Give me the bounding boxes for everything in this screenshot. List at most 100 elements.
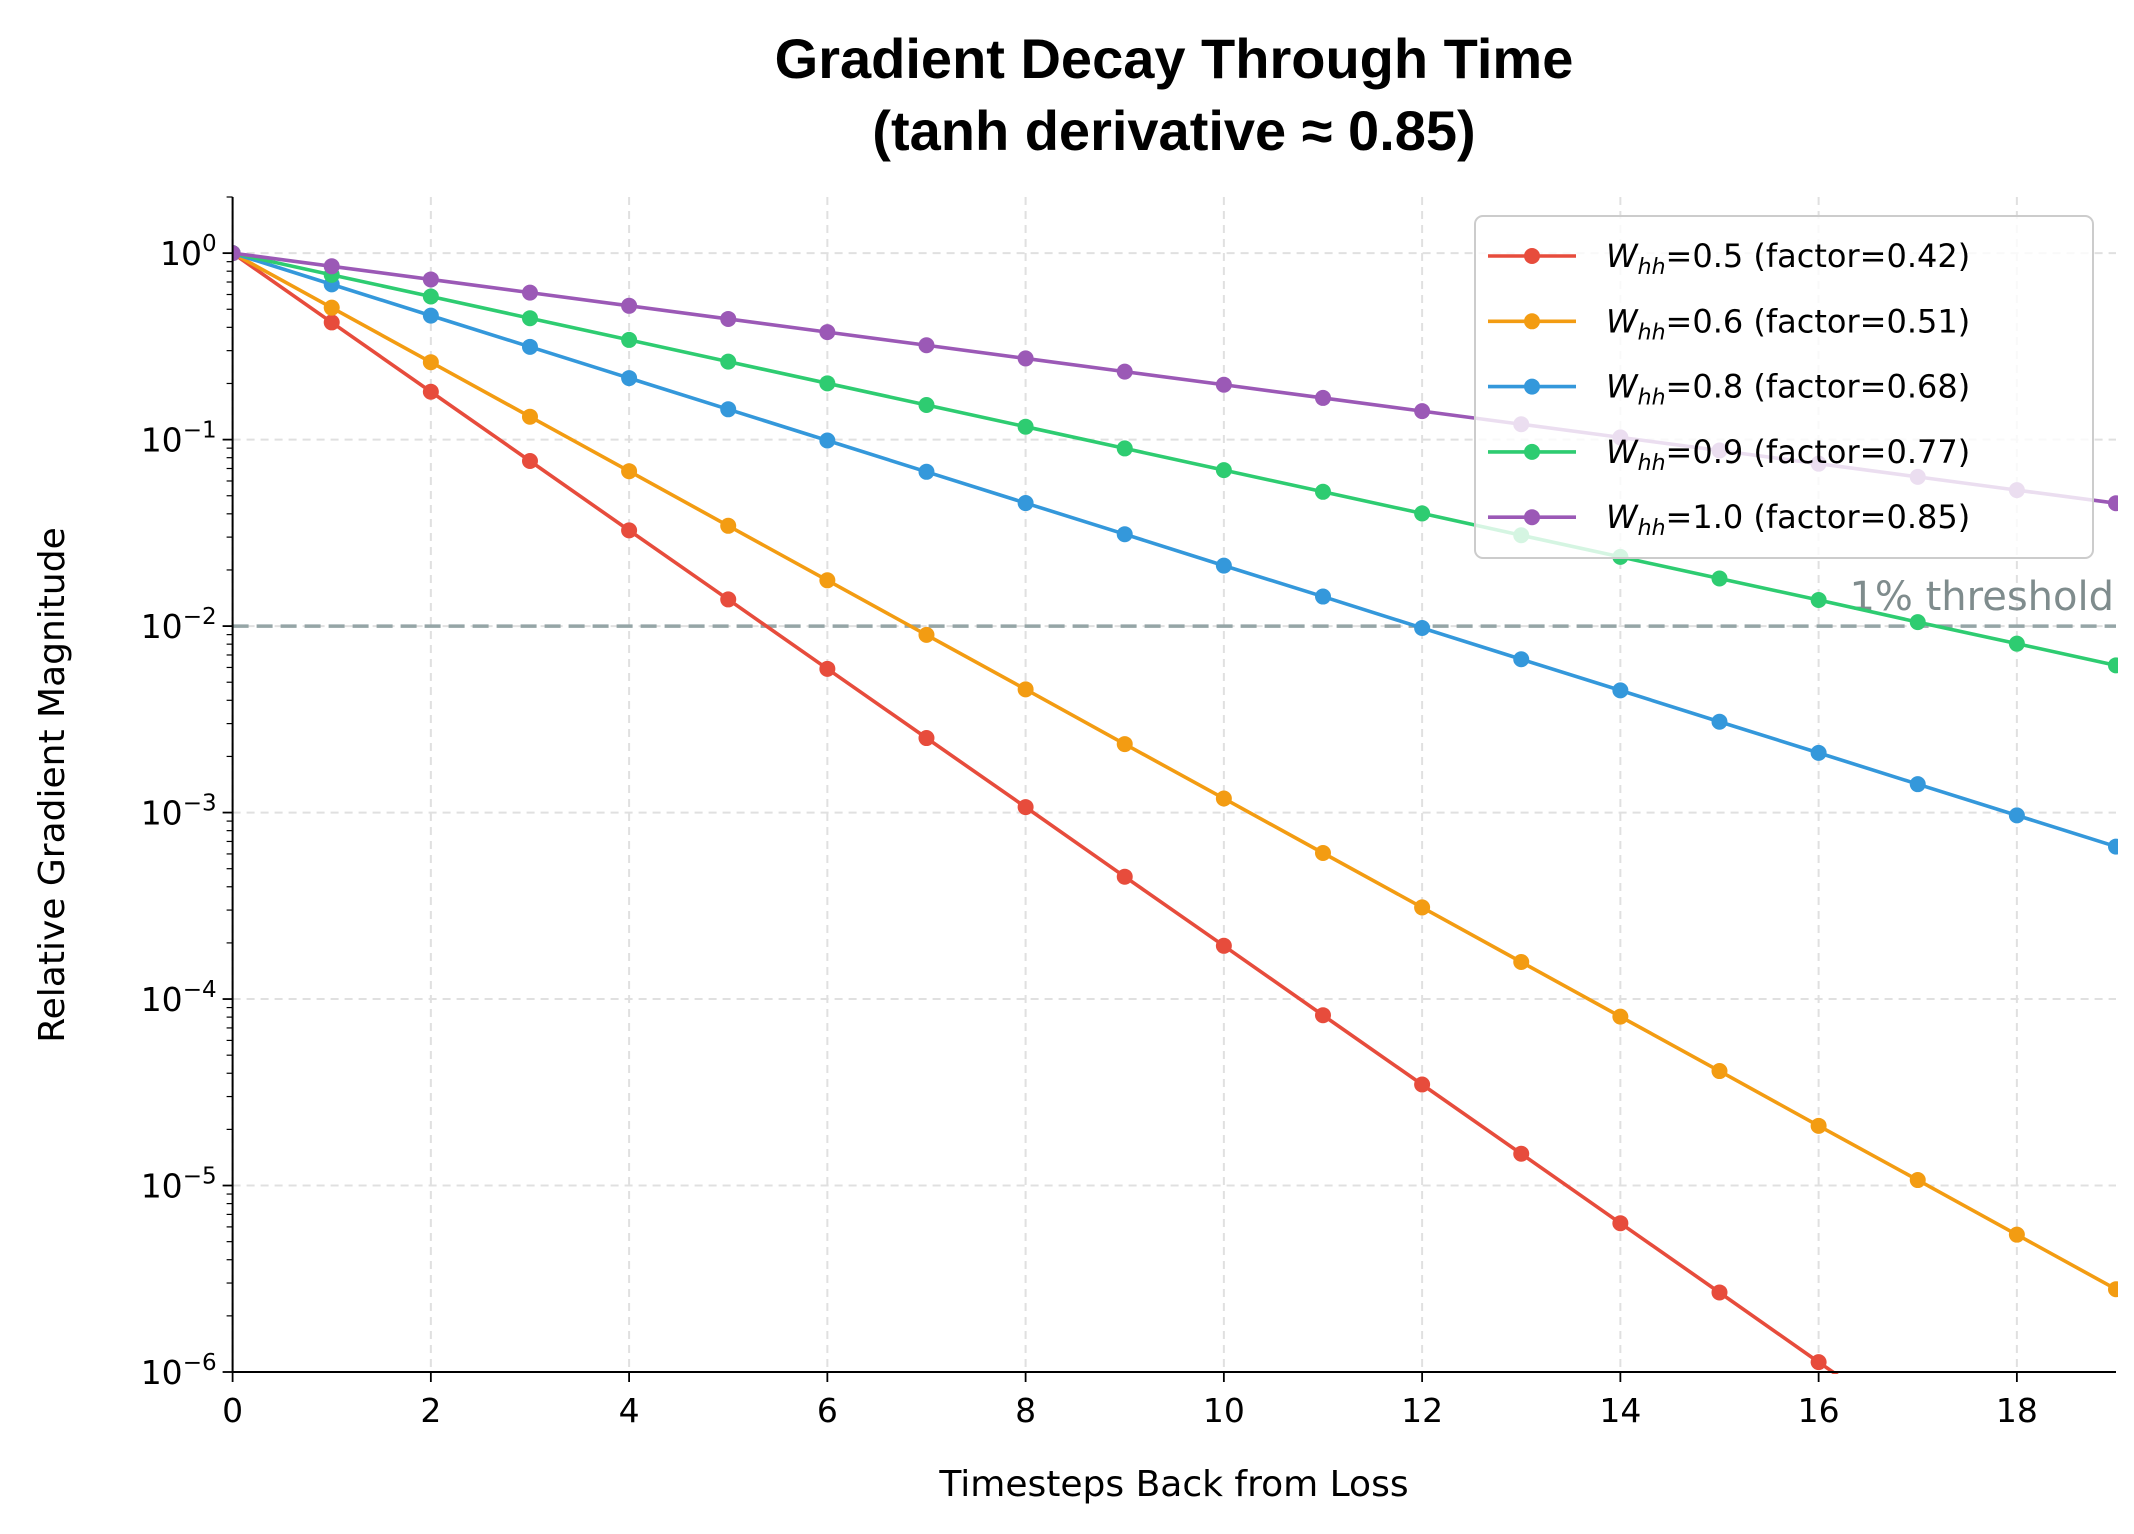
data-point xyxy=(1314,483,1331,500)
series-layer xyxy=(232,245,2118,1508)
series-line xyxy=(232,251,2117,1291)
data-point xyxy=(1017,495,1034,512)
data-point xyxy=(2008,1226,2025,1243)
data-point xyxy=(521,452,538,469)
data-point xyxy=(1909,614,1926,631)
legend-entry: Whh=0.6 (factor=0.51) xyxy=(1488,302,1970,345)
x-tick-label: 12 xyxy=(1401,1391,1443,1430)
chart-title: Gradient Decay Through Time xyxy=(775,27,1574,90)
legend-label: Whh=0.5 (factor=0.42) xyxy=(1606,237,1970,280)
legend-box xyxy=(1474,215,2094,559)
data-point xyxy=(1215,937,1232,954)
data-point xyxy=(1810,1354,1827,1371)
legend-label: Whh=0.9 (factor=0.77) xyxy=(1606,433,1970,476)
data-point xyxy=(1116,363,1133,380)
x-tick-label: 10 xyxy=(1203,1391,1245,1430)
series-line xyxy=(232,251,2117,668)
data-point xyxy=(323,299,340,316)
x-tick-label: 8 xyxy=(1015,1391,1036,1430)
legend-marker xyxy=(1524,509,1540,526)
series-0 xyxy=(232,245,2025,1508)
legend-entry: Whh=0.9 (factor=0.77) xyxy=(1488,433,1970,476)
data-point xyxy=(1909,1172,1926,1189)
data-point xyxy=(918,397,935,414)
data-point xyxy=(1513,954,1530,971)
x-tick-label: 18 xyxy=(1996,1391,2038,1430)
data-point xyxy=(819,432,836,449)
data-point xyxy=(1513,1145,1530,1162)
data-point xyxy=(422,383,439,400)
data-point xyxy=(819,375,836,392)
axes: 0 2 4 6 8 10 12 14 16 18 100 10−1 10−2 10−3 10−4 10−5 10… xyxy=(141,196,2116,1430)
data-point xyxy=(1810,744,1827,761)
data-point xyxy=(1017,681,1034,698)
data-point xyxy=(1017,799,1034,816)
data-point xyxy=(1116,736,1133,753)
legend: Whh=0.5 (factor=0.42) Whh=0.6 (factor=0.5… xyxy=(1474,215,2094,559)
data-point xyxy=(819,324,836,341)
data-point xyxy=(621,331,638,348)
data-point xyxy=(2108,657,2118,674)
legend-entry: Whh=0.8 (factor=0.68) xyxy=(1488,368,1970,411)
x-tick-label: 16 xyxy=(1798,1391,1840,1430)
chart-subtitle: (tanh derivative ≈ 0.85) xyxy=(872,99,1475,162)
data-point xyxy=(720,310,737,327)
legend-label: Whh=0.8 (factor=0.68) xyxy=(1606,368,1970,411)
legend-entry: Whh=1.0 (factor=0.85) xyxy=(1488,498,1970,541)
series-line xyxy=(232,251,1839,1374)
data-point xyxy=(1414,403,1431,420)
data-point xyxy=(521,310,538,327)
y-tick-label: 10−3 xyxy=(141,791,217,833)
data-point xyxy=(422,354,439,371)
series-line xyxy=(232,251,2117,849)
data-point xyxy=(1612,1215,1629,1232)
data-point xyxy=(1612,682,1629,699)
data-point xyxy=(1215,790,1232,807)
data-point xyxy=(232,245,241,262)
x-tick-label: 0 xyxy=(222,1391,243,1430)
data-point xyxy=(1711,1284,1728,1301)
data-point xyxy=(1414,619,1431,636)
data-point xyxy=(1314,389,1331,406)
data-point xyxy=(323,314,340,331)
data-point xyxy=(720,517,737,534)
data-point xyxy=(1711,1063,1728,1080)
data-point xyxy=(2009,1492,2025,1508)
data-point xyxy=(323,258,340,275)
data-point xyxy=(2108,838,2118,855)
data-point xyxy=(2108,1281,2118,1298)
data-point xyxy=(720,591,737,608)
data-point xyxy=(2108,495,2118,512)
data-point xyxy=(422,307,439,324)
data-point xyxy=(1314,1007,1331,1024)
data-point xyxy=(621,297,638,314)
data-point xyxy=(720,353,737,370)
x-tick-label: 4 xyxy=(619,1391,640,1430)
data-point xyxy=(2008,807,2025,824)
legend-marker xyxy=(1524,313,1540,330)
y-tick-label: 100 xyxy=(160,231,217,273)
data-point xyxy=(918,626,935,643)
data-point xyxy=(621,370,638,387)
data-point xyxy=(1116,868,1133,885)
data-point xyxy=(621,463,638,480)
legend-label: Whh=0.6 (factor=0.51) xyxy=(1606,302,1970,345)
legend-marker xyxy=(1524,443,1540,460)
data-point xyxy=(1215,376,1232,393)
series-2 xyxy=(232,245,2118,855)
threshold: 1% threshold xyxy=(232,574,2116,628)
data-point xyxy=(1810,592,1827,609)
legend-label: Whh=1.0 (factor=0.85) xyxy=(1606,498,1970,541)
data-point xyxy=(621,522,638,539)
data-point xyxy=(1711,713,1728,730)
data-point xyxy=(521,338,538,355)
data-point xyxy=(1017,418,1034,435)
x-axis-label: Timesteps Back from Loss xyxy=(938,1464,1408,1505)
data-point xyxy=(1810,1117,1827,1134)
data-point xyxy=(1909,776,1926,793)
x-tick-label: 2 xyxy=(420,1391,441,1430)
x-tick-label: 14 xyxy=(1599,1391,1641,1430)
legend-marker xyxy=(1524,248,1540,264)
data-point xyxy=(1314,588,1331,605)
